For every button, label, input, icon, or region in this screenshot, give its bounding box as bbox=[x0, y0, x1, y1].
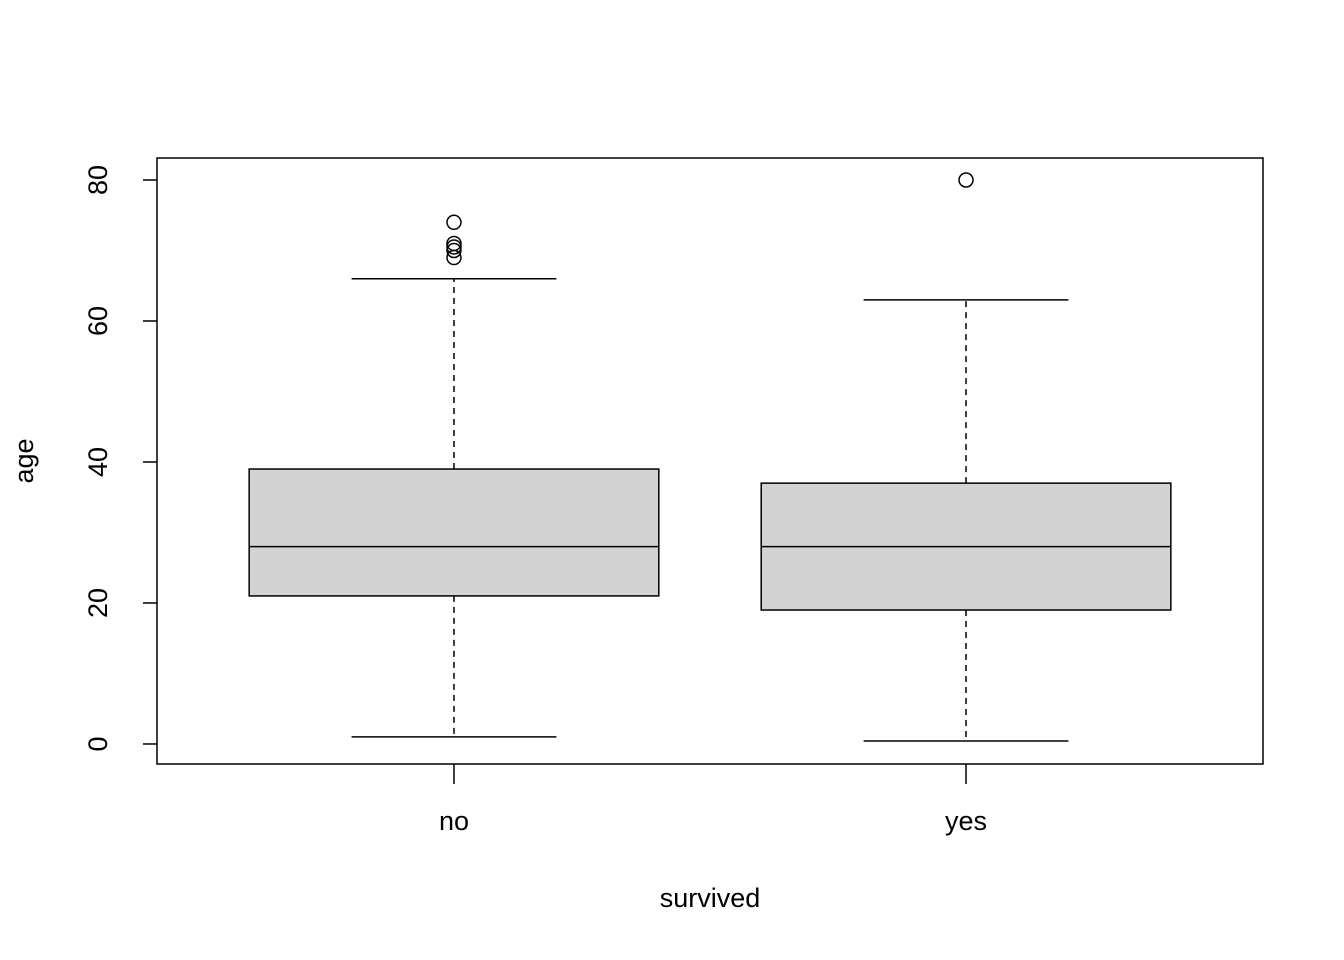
y-tick-label: 0 bbox=[83, 736, 113, 751]
plot-frame bbox=[156, 157, 1264, 765]
y-tick-label: 40 bbox=[83, 447, 113, 477]
x-tick-label: no bbox=[439, 806, 469, 836]
outlier bbox=[446, 242, 462, 259]
outlier bbox=[446, 239, 462, 255]
outlier bbox=[958, 172, 974, 188]
box bbox=[248, 468, 660, 597]
x-tick-label: yes bbox=[945, 806, 987, 836]
y-tick-label: 60 bbox=[83, 306, 113, 336]
y-axis-label: age bbox=[9, 438, 39, 483]
outlier bbox=[446, 249, 462, 266]
x-axis-label: survived bbox=[660, 883, 761, 913]
outlier bbox=[446, 214, 462, 231]
y-tick-label: 80 bbox=[83, 165, 113, 195]
y-tick-label: 20 bbox=[83, 588, 113, 618]
